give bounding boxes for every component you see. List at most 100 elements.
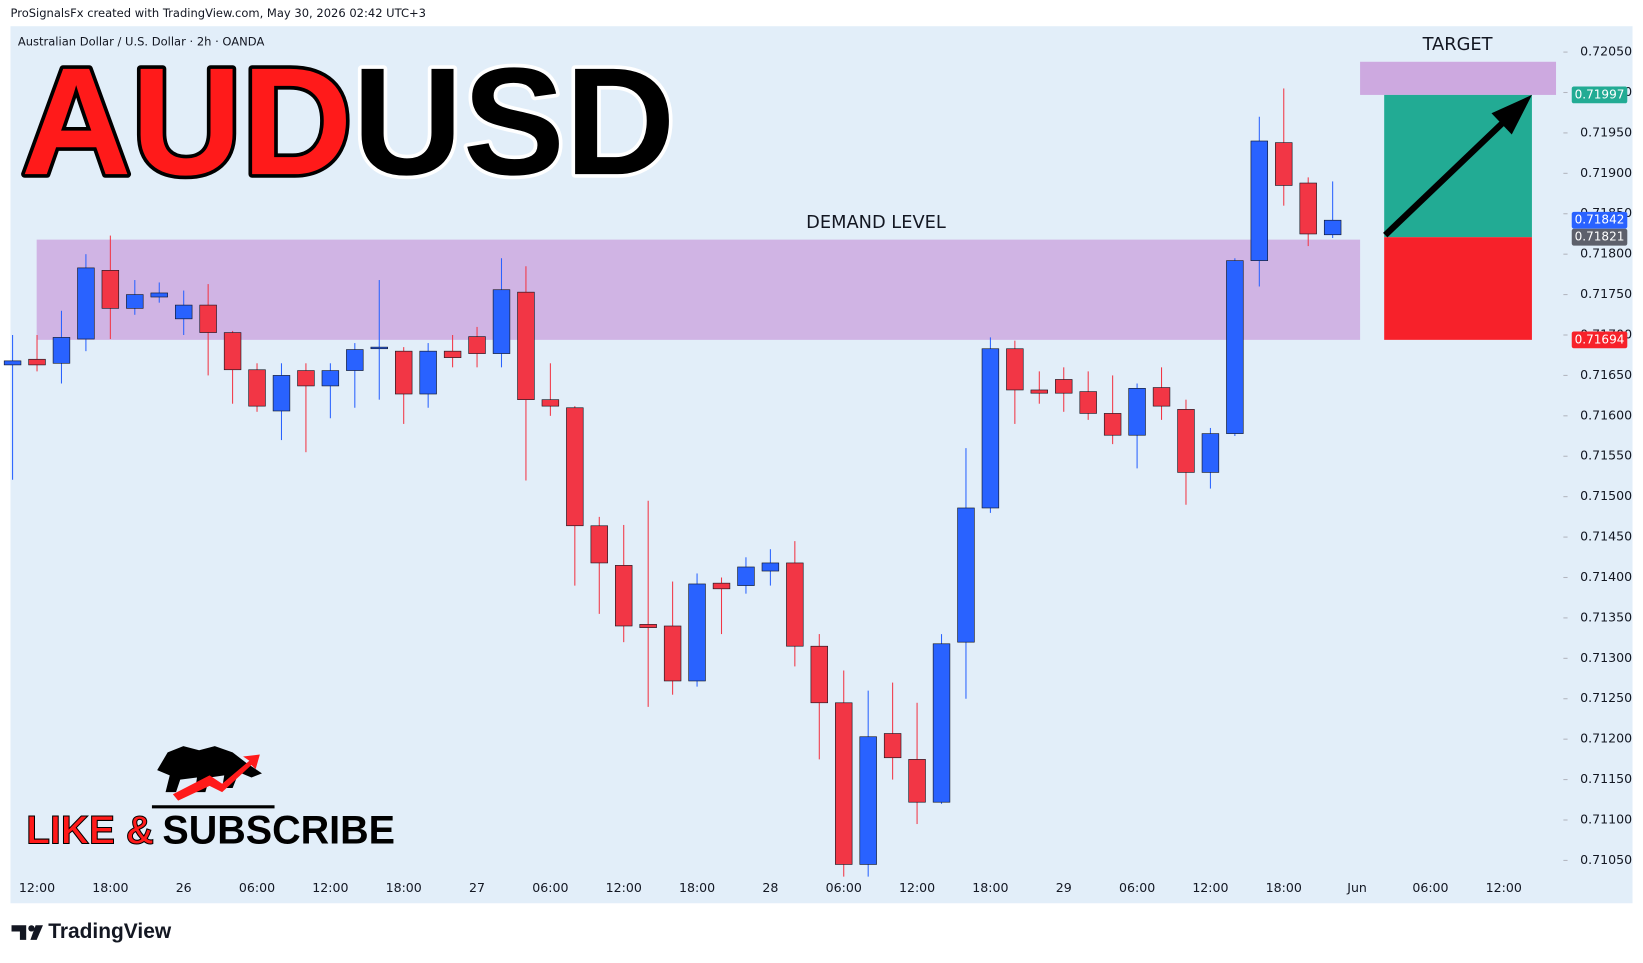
x-tick-label: 12:00 bbox=[899, 880, 935, 895]
candle-body bbox=[786, 562, 804, 647]
candle-body bbox=[688, 583, 706, 682]
candle-body bbox=[101, 270, 120, 309]
candle-body bbox=[1055, 379, 1073, 394]
price-label-box bbox=[1571, 211, 1628, 229]
x-tick-label: 06:00 bbox=[532, 880, 568, 895]
x-tick-label: 06:00 bbox=[239, 880, 275, 895]
arrow-head bbox=[1491, 94, 1532, 135]
candle-body bbox=[468, 336, 486, 354]
price-label-box bbox=[1571, 331, 1628, 349]
candle-body bbox=[395, 350, 413, 395]
x-tick-label: 12:00 bbox=[1486, 880, 1522, 895]
y-tick-label: 0.72050 bbox=[1580, 44, 1632, 59]
title-part: AUD bbox=[21, 38, 352, 208]
candle-body bbox=[908, 759, 926, 803]
x-tick-label: 06:00 bbox=[1119, 880, 1155, 895]
candle-body bbox=[1323, 219, 1342, 236]
chart-background bbox=[10, 26, 1633, 904]
candle-body bbox=[199, 304, 217, 333]
x-tick-label: 18:00 bbox=[679, 880, 715, 895]
demand-zone bbox=[36, 239, 1361, 340]
symbol: Australian Dollar / U.S. Dollar · 2h · O… bbox=[18, 34, 265, 48]
header: ProSignalsFx created with TradingView.co… bbox=[10, 6, 426, 20]
footer-logo-icon bbox=[11, 925, 43, 940]
x-tick-label: 18:00 bbox=[1266, 880, 1302, 895]
price-label-box bbox=[1571, 228, 1628, 246]
y-tick-label: 0.71800 bbox=[1580, 246, 1632, 261]
candle-body bbox=[810, 645, 828, 704]
candle-body bbox=[1201, 433, 1220, 473]
target-zone bbox=[1360, 61, 1557, 95]
candle-body bbox=[761, 562, 780, 572]
candle-body bbox=[541, 399, 560, 407]
y-tick-label: 0.71150 bbox=[1580, 771, 1632, 786]
y-tick-label: 0.71300 bbox=[1580, 650, 1632, 665]
y-tick-label: 0.71100 bbox=[1580, 811, 1632, 826]
x-tick-label: 18:00 bbox=[386, 880, 422, 895]
y-tick-label: 0.71200 bbox=[1580, 731, 1632, 746]
candle-body bbox=[957, 507, 975, 643]
candle-body bbox=[566, 407, 584, 527]
candle-body bbox=[639, 624, 657, 628]
candle-body bbox=[150, 292, 168, 298]
candle-body bbox=[52, 337, 71, 364]
arrow-shaft bbox=[1383, 102, 1524, 238]
candle-body bbox=[1299, 182, 1317, 235]
candle-body bbox=[346, 349, 364, 371]
candle-body bbox=[737, 566, 755, 586]
candle-body bbox=[77, 267, 95, 340]
candle-body bbox=[443, 350, 462, 358]
candle-body bbox=[883, 733, 902, 759]
y-tick-label: 0.71750 bbox=[1580, 286, 1632, 301]
candle-body bbox=[1103, 413, 1122, 436]
candle-body bbox=[835, 702, 853, 865]
candle-body bbox=[981, 348, 1000, 509]
chart-title: AUDUSD bbox=[21, 38, 675, 208]
x-tick-label: 29 bbox=[1056, 880, 1072, 895]
candle-body bbox=[174, 304, 193, 320]
candle-body bbox=[1006, 348, 1024, 391]
price-label: 0.71694 bbox=[1575, 332, 1625, 346]
candle-body bbox=[1177, 409, 1195, 473]
x-tick-label: 26 bbox=[176, 880, 192, 895]
candle-body bbox=[1079, 391, 1097, 414]
candle-body bbox=[419, 350, 437, 395]
y-tick-label: 0.71600 bbox=[1580, 407, 1632, 422]
candle-body bbox=[1030, 389, 1048, 394]
x-tick-label: 18:00 bbox=[92, 880, 128, 895]
icon-silhouette bbox=[157, 746, 262, 793]
y-tick-label: 0.71650 bbox=[1580, 367, 1632, 382]
price-label: 0.71997 bbox=[1575, 87, 1625, 101]
price-label-box bbox=[1571, 86, 1628, 104]
x-tick-label: 27 bbox=[469, 880, 485, 895]
candle-body bbox=[932, 643, 951, 803]
candle-body bbox=[663, 625, 682, 682]
y-tick-label: 0.71050 bbox=[1580, 852, 1632, 867]
candle-body bbox=[712, 582, 731, 590]
x-tick-label: 18:00 bbox=[972, 880, 1008, 895]
position-loss bbox=[1384, 237, 1532, 340]
target-label: TARGET bbox=[1422, 34, 1493, 55]
demand-label: DEMAND LEVEL bbox=[806, 212, 946, 233]
candle-body bbox=[1152, 387, 1171, 407]
x-tick-label: 28 bbox=[762, 880, 778, 895]
candle-body bbox=[126, 294, 144, 309]
candle-body bbox=[1250, 140, 1269, 261]
candle-body bbox=[1275, 142, 1293, 186]
y-tick-label: 0.71900 bbox=[1580, 165, 1632, 180]
x-tick-label: 06:00 bbox=[1412, 880, 1448, 895]
x-tick-label: 12:00 bbox=[606, 880, 642, 895]
x-tick-label: Jun bbox=[1346, 880, 1367, 895]
price-label: 0.71821 bbox=[1575, 230, 1625, 244]
y-tick-label: 0.71450 bbox=[1580, 529, 1632, 544]
promo-like: LIKE & bbox=[26, 809, 154, 853]
promo-subscribe: SUBSCRIBE bbox=[162, 809, 395, 853]
footer-logo: TradingView bbox=[48, 920, 172, 943]
price-label: 0.71842 bbox=[1575, 213, 1625, 227]
x-tick-label: 12:00 bbox=[1192, 880, 1228, 895]
candle-body bbox=[590, 525, 608, 564]
promo-icon bbox=[151, 746, 275, 809]
x-tick-label: 12:00 bbox=[19, 880, 55, 895]
candle-body bbox=[517, 291, 535, 400]
